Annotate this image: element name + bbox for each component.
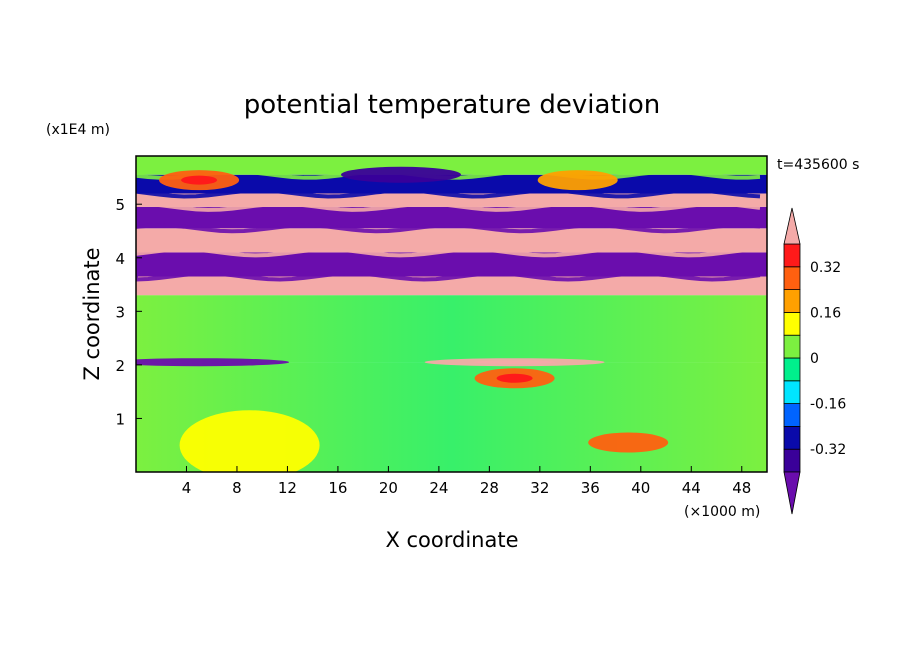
y-tick-label-0: 1 (115, 410, 125, 428)
plot-frame (135, 155, 768, 473)
feature-core-3 (496, 373, 533, 383)
colorbar-extend-low (783, 471, 801, 515)
y-tick-label-3: 4 (115, 250, 125, 268)
colorbar-box-1 (783, 448, 801, 473)
colorbar-box-9 (783, 266, 801, 290)
x-tick-label-9: 40 (631, 479, 650, 497)
feature-5 (179, 410, 320, 472)
band-5 (136, 206, 767, 229)
x-tick-label-1: 8 (232, 479, 242, 497)
feature-core-0 (181, 175, 218, 185)
contour-features (136, 166, 669, 472)
colorbar-label-2: 0 (810, 351, 819, 367)
colorbar-box-4 (783, 380, 801, 404)
time-label: t=435600 s (777, 157, 859, 173)
feature-7 (136, 358, 290, 367)
x-tick-label-7: 32 (530, 479, 549, 497)
colorbar-box-8 (783, 289, 801, 313)
band-edge-4 (136, 223, 761, 234)
x-tick-label-5: 24 (429, 479, 448, 497)
x-tick-label-8: 36 (581, 479, 600, 497)
band-2 (136, 276, 767, 296)
colorbar-box-2 (783, 425, 801, 450)
band-edge-5 (136, 201, 761, 212)
band-8 (136, 156, 767, 175)
colorbar-label-3: -0.16 (810, 397, 846, 413)
feature-2 (341, 166, 462, 183)
y-axis-unit: (x1E4 m) (46, 122, 110, 138)
colorbar-box-10 (783, 243, 801, 268)
feature-4 (588, 432, 669, 453)
x-tick-label-10: 44 (682, 479, 701, 497)
colorbar-label-4: -0.32 (810, 442, 846, 458)
feature-core-6 (474, 360, 556, 365)
x-axis-ticks: 4 8 12 16 20 24 28 32 36 40 44 48 (182, 466, 751, 497)
x-tick-label-3: 16 (328, 479, 347, 497)
colorbar-extend-high (783, 207, 801, 245)
band-edge-2 (136, 271, 761, 282)
colorbar-box-3 (783, 403, 801, 427)
colorbar-box-7 (783, 311, 801, 336)
x-tick-label-4: 20 (379, 479, 398, 497)
chart-title: potential temperature deviation (244, 90, 660, 120)
y-axis-label: Z coordinate (80, 247, 104, 380)
y-tick-label-4: 5 (115, 196, 125, 214)
plot-area (136, 156, 767, 472)
x-axis-label: X coordinate (385, 528, 518, 552)
y-tick-label-1: 2 (115, 357, 125, 375)
x-tick-label-0: 4 (182, 479, 192, 497)
y-tick-label-2: 3 (115, 303, 125, 321)
band-edge-6 (136, 188, 761, 199)
x-axis-unit: (×1000 m) (684, 504, 760, 520)
x-tick-label-2: 12 (278, 479, 297, 497)
y-axis-ticks: 1 2 3 4 5 (115, 196, 142, 428)
colorbar: 0.32 0.16 0 -0.16 -0.32 (783, 207, 846, 515)
colorbar-label-1: 0.16 (810, 305, 841, 321)
contour-bands (136, 156, 767, 472)
band-edge-3 (136, 247, 761, 258)
colorbar-label-0: 0.32 (810, 260, 841, 276)
colorbar-box-6 (783, 334, 801, 359)
x-tick-label-11: 48 (732, 479, 751, 497)
feature-1 (537, 170, 618, 191)
colorbar-box-5 (783, 357, 801, 382)
x-tick-label-6: 28 (480, 479, 499, 497)
